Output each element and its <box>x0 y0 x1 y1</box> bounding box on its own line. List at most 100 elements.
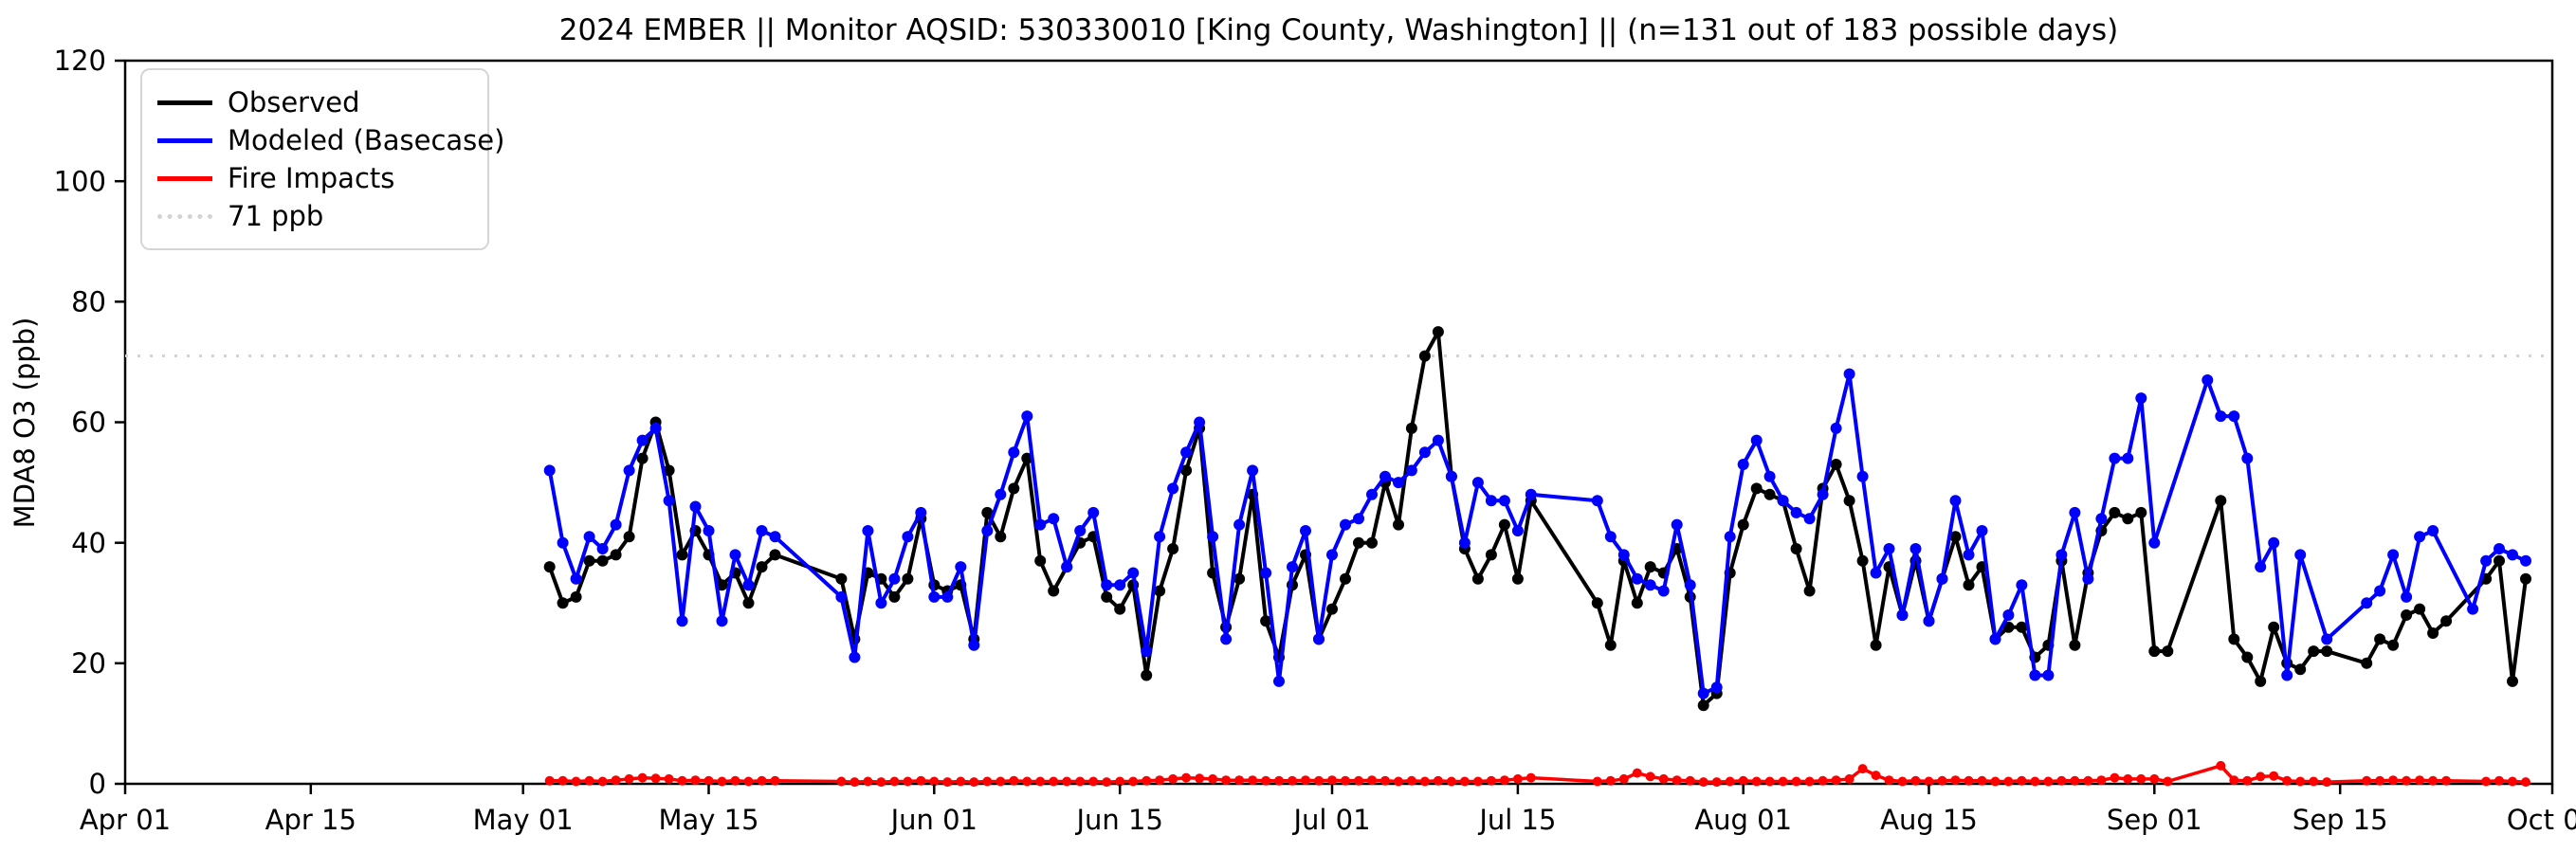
series-line <box>547 372 2527 696</box>
data-point-marker <box>2043 776 2054 787</box>
data-point-marker <box>624 773 634 784</box>
data-point-marker <box>610 518 622 531</box>
data-point-marker <box>955 561 967 573</box>
data-point-marker <box>583 554 595 567</box>
data-point-marker <box>2055 549 2068 561</box>
data-point-marker <box>2387 639 2400 651</box>
data-point-marker <box>743 776 754 787</box>
data-point-marker <box>1499 775 1509 786</box>
data-point-marker <box>1710 681 1723 694</box>
data-point-marker <box>2241 651 2254 663</box>
data-point-marker <box>1220 633 1233 645</box>
data-point-marker <box>1725 776 1735 787</box>
data-point-marker <box>1949 531 1962 543</box>
data-point-marker <box>1964 775 1974 786</box>
data-point-marker <box>596 554 609 567</box>
data-point-marker <box>1114 603 1126 615</box>
data-point-marker <box>1778 776 1788 787</box>
data-point-marker <box>570 572 582 585</box>
data-point-marker <box>2042 669 2055 681</box>
data-point-marker <box>1208 773 1218 784</box>
data-point-marker <box>1167 543 1179 554</box>
data-point-marker <box>928 590 941 603</box>
data-point-marker <box>2029 669 2041 681</box>
data-point-marker <box>1446 776 1456 787</box>
data-point-marker <box>1830 459 1842 470</box>
data-point-marker <box>1432 326 1444 338</box>
data-point-marker <box>742 597 755 609</box>
data-point-marker <box>1353 536 1364 549</box>
data-point-marker <box>1830 422 1842 434</box>
data-point-marker <box>1021 410 1033 423</box>
data-point-marker <box>1804 776 1815 787</box>
data-point-marker <box>916 775 926 786</box>
data-point-marker <box>835 572 848 585</box>
data-point-marker <box>1394 776 1403 787</box>
data-point-marker <box>2215 495 2227 507</box>
data-point-marker <box>1074 525 1087 536</box>
data-point-marker <box>929 776 940 787</box>
data-point-marker <box>956 776 966 787</box>
data-point-marker <box>942 777 953 788</box>
data-point-marker <box>835 590 848 603</box>
legend-label-modeled: Modeled (Basecase) <box>228 124 505 156</box>
data-point-marker <box>623 464 635 477</box>
data-point-marker <box>1340 572 1351 585</box>
data-point-marker <box>2149 773 2160 784</box>
data-point-marker <box>636 452 649 464</box>
x-tick-label: Sep 15 <box>2293 804 2388 836</box>
data-point-marker <box>1418 350 1431 362</box>
data-point-marker <box>571 776 581 787</box>
data-point-marker <box>2056 775 2067 786</box>
data-point-marker <box>1817 488 1829 500</box>
data-point-marker <box>850 777 860 788</box>
data-point-marker <box>1790 506 1802 518</box>
data-point-marker <box>2401 590 2413 603</box>
data-point-marker <box>2414 603 2426 615</box>
data-point-marker <box>1101 590 1113 603</box>
data-point-marker <box>756 561 768 573</box>
data-point-marker <box>1354 775 1363 786</box>
legend: Observed Modeled (Basecase) Fire Impacts… <box>140 68 504 250</box>
data-point-marker <box>689 500 702 513</box>
data-point-marker <box>2388 775 2399 786</box>
data-point-marker <box>1048 513 1060 525</box>
data-point-marker <box>2216 760 2226 771</box>
data-point-marker <box>1301 775 1310 786</box>
data-point-marker <box>584 775 594 786</box>
data-point-marker <box>1684 579 1696 591</box>
x-tick-label: Sep 01 <box>2107 804 2202 836</box>
data-point-marker <box>876 777 886 788</box>
data-point-marker <box>875 597 887 609</box>
x-tick-label: Jun 01 <box>889 804 977 836</box>
data-point-marker <box>1724 531 1736 543</box>
data-point-marker <box>2508 776 2517 787</box>
legend-item-threshold: 71 ppb <box>157 197 470 235</box>
data-point-marker <box>1034 518 1047 531</box>
fire-line-swatch <box>157 175 212 181</box>
data-point-marker <box>1896 609 1909 621</box>
data-point-marker <box>1326 603 1338 615</box>
data-point-marker <box>1353 513 1364 525</box>
data-point-marker <box>2309 776 2319 787</box>
data-point-marker <box>1406 775 1416 786</box>
data-point-marker <box>1393 518 1404 531</box>
data-point-marker <box>1856 554 1869 567</box>
data-point-marker <box>2255 561 2267 573</box>
data-point-marker <box>1949 495 1962 507</box>
data-point-marker <box>729 549 741 561</box>
data-point-marker <box>1087 506 1100 518</box>
data-point-marker <box>2401 609 2413 621</box>
data-point-marker <box>969 777 979 788</box>
data-point-marker <box>2109 506 2121 518</box>
data-point-marker <box>2414 531 2426 543</box>
x-tick-label: Jul 15 <box>1477 804 1556 836</box>
data-point-marker <box>1486 775 1496 786</box>
data-point-marker <box>636 434 649 446</box>
data-point-marker <box>2308 645 2320 658</box>
data-point-marker <box>2440 615 2453 627</box>
data-point-marker <box>1511 572 1524 585</box>
data-point-marker <box>2295 776 2306 787</box>
data-point-marker <box>836 776 847 787</box>
data-point-marker <box>2441 775 2452 786</box>
